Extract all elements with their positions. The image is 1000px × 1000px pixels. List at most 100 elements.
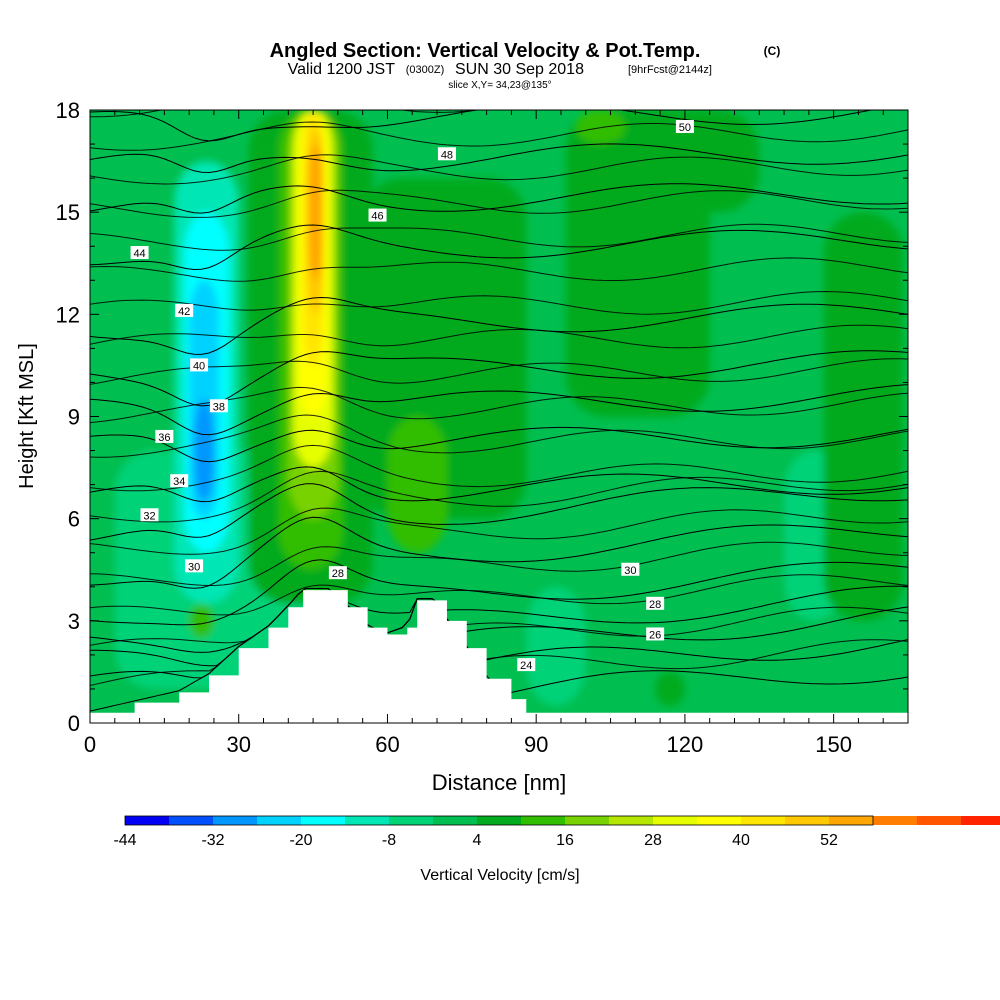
colorbar-tick-label: 16 [556,832,574,849]
colorbar-swatch [917,816,962,825]
theta-contour-label: 28 [646,596,665,611]
colorbar-tick-label: 52 [820,832,838,849]
chart-title: Angled Section: Vertical Velocity & Pot.… [270,40,701,62]
theta-contour-line [90,257,908,282]
colorbar-swatch [521,816,566,825]
theta-contour-labels: 24 26 28 28 30 30 32 34 36 38 40 42 44 46 48 50 [130,120,694,672]
svg-text:32: 32 [143,510,155,522]
theta-contour-line [90,516,908,589]
theta-contour-line [90,110,481,118]
svg-text:30: 30 [188,561,200,573]
theta-contour-line [90,541,908,587]
svg-text:34: 34 [173,476,185,488]
colorbar-tick-label: -8 [382,832,396,849]
colorbar-swatch [301,816,346,825]
svg-text:24: 24 [520,660,532,672]
colorbar-tick-labels: -44 -32 -20 -8 4 16 28 40 52 [113,832,838,849]
x-tick-label: 60 [375,732,399,757]
theta-contour-line [90,296,908,355]
colorbar-swatch [829,816,874,825]
theta-contours [90,110,908,712]
theta-contour-label: 48 [437,147,456,161]
theta-contour-line [90,189,908,218]
colorbar-swatch [873,816,918,825]
colorbar-swatch [169,816,214,825]
theta-contour-line [90,414,908,458]
y-tick-label: 18 [56,98,80,123]
theta-contour-label: 50 [675,120,694,134]
subtitle-forecast: [9hrFcst@2144z] [628,64,712,76]
theta-contour-label: 30 [621,562,640,577]
theta-contour-line [90,426,908,463]
colorbar-swatch [565,816,610,825]
velocity-cell [387,416,447,553]
colorbar-tick-label: 40 [732,832,750,849]
theta-contour-label: 34 [170,474,189,488]
subtitle-valid: Valid 1200 JST [288,61,396,78]
x-tick-label: 120 [667,732,704,757]
theta-contour-label: 26 [646,627,665,641]
theta-contour-line [90,154,908,185]
subtitle-date: SUN 30 Sep 2018 [455,61,584,78]
svg-text:44: 44 [133,248,145,260]
theta-contour-label: 38 [209,399,228,413]
theta-contour-line [90,574,908,616]
colorbar-tick-label: -32 [201,832,224,849]
y-axis-label: Height [Kft MSL] [16,343,38,489]
colorbar-swatch [257,816,302,825]
theta-contour-line [90,110,875,142]
colorbar-tick-label: 4 [473,832,482,849]
x-tick-label: 30 [226,732,250,757]
velocity-cell [655,671,685,706]
colorbar-swatch [785,816,830,825]
y-tick-label: 12 [56,302,80,327]
theta-contour-line [90,559,908,626]
theta-contour-label: 36 [155,429,174,444]
slice-label: slice X,Y= 34,23@135° [448,80,551,91]
svg-text:28: 28 [332,568,344,580]
svg-text:42: 42 [178,306,190,318]
svg-text:46: 46 [371,211,383,223]
theta-contour-label: 42 [175,303,194,318]
y-tick-label: 0 [68,711,80,736]
svg-text:30: 30 [624,565,636,577]
colorbar-swatch [961,816,1000,825]
theta-contour-line [90,223,908,251]
y-tick-label: 3 [68,609,80,634]
velocity-field [114,110,904,706]
colorbar-swatch [125,816,170,825]
theta-contour-line [90,483,908,541]
terrain-mask [90,590,908,723]
theta-contour-line [90,143,908,174]
svg-text:50: 50 [679,122,691,134]
velocity-cell [189,603,214,638]
colorbar-tick-label: -44 [113,832,136,849]
theta-contour-label: 28 [328,566,347,580]
theta-contour-label: 24 [517,658,536,672]
theta-contour-line [90,183,908,214]
colorbar-label: Vertical Velocity [cm/s] [420,867,579,884]
colorbar-swatch [477,816,522,825]
colorbar-swatch [389,816,434,825]
svg-text:28: 28 [649,599,661,611]
velocity-cell [575,110,626,145]
colorbar-swatch [213,816,258,825]
svg-text:26: 26 [649,629,661,641]
chart-title-unit: (C) [764,44,781,58]
theta-contour-line [90,444,908,492]
theta-contour-line [90,324,908,349]
velocity-cell [194,399,214,502]
colorbar-frame [124,815,874,826]
colorbar-swatch [741,816,786,825]
x-tick-label: 90 [524,732,548,757]
theta-contour-line [90,350,908,407]
x-axis-label: Distance [nm] [432,770,567,795]
svg-text:38: 38 [213,401,225,413]
subtitle-zulu: (0300Z) [406,64,445,76]
theta-contour-line [90,121,908,151]
theta-contour-line [90,588,908,686]
colorbar-swatch [609,816,654,825]
y-tick-label: 9 [68,405,80,430]
theta-contour-line [90,507,908,555]
